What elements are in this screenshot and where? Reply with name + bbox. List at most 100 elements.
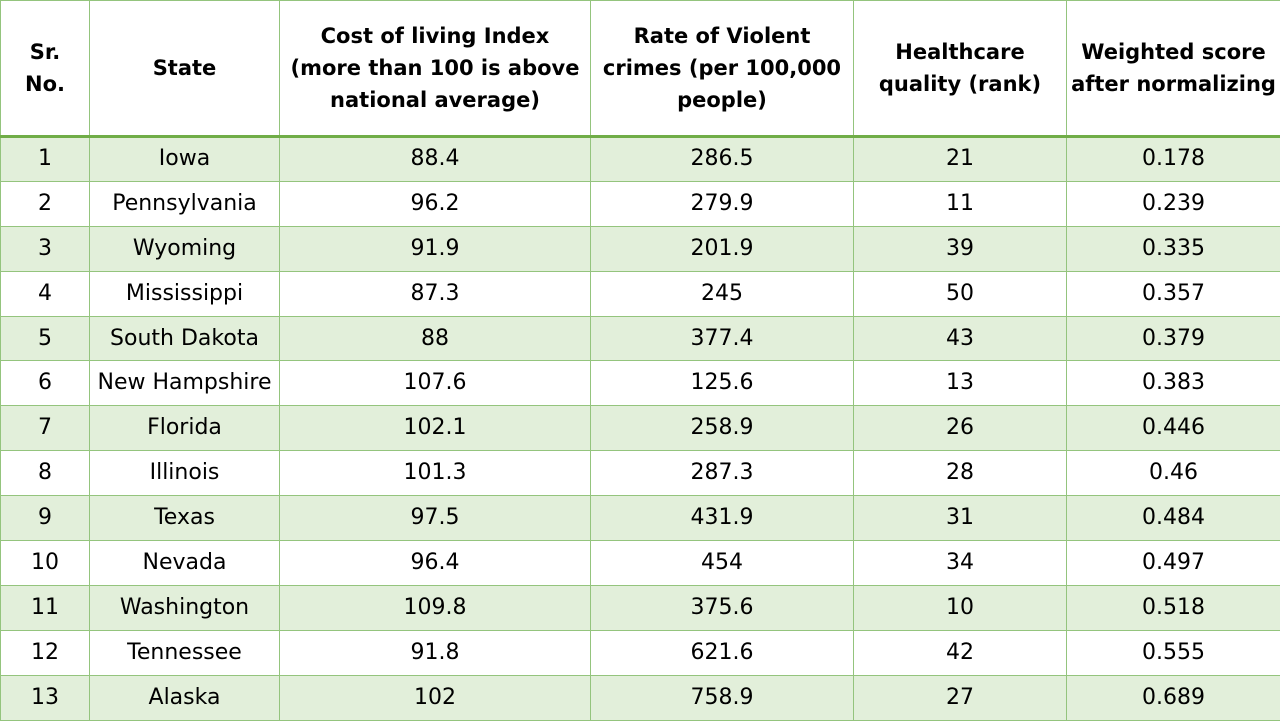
cell-cost-of-living: 102 (280, 675, 591, 720)
header-sr-no: Sr. No. (1, 1, 90, 137)
header-weighted-score: Weighted score after normalizing (1067, 1, 1280, 137)
cell-sr-no: 7 (1, 406, 90, 451)
cell-violent-crimes: 286.5 (591, 137, 854, 182)
cell-violent-crimes: 201.9 (591, 226, 854, 271)
cell-sr-no: 6 (1, 361, 90, 406)
cell-state: Washington (90, 585, 280, 630)
header-cost-of-living: Cost of living Index (more than 100 is a… (280, 1, 591, 137)
cell-state: Nevada (90, 541, 280, 586)
header-sr-no-text: Sr. No. (15, 36, 75, 100)
cell-violent-crimes: 258.9 (591, 406, 854, 451)
cell-violent-crimes: 758.9 (591, 675, 854, 720)
cell-healthcare-rank: 43 (854, 316, 1067, 361)
header-cost-of-living-text: Cost of living Index (more than 100 is a… (290, 20, 580, 116)
table-row: 6 New Hampshire 107.6 125.6 13 0.383 (1, 361, 1280, 406)
cell-sr-no: 1 (1, 137, 90, 182)
cell-cost-of-living: 96.4 (280, 541, 591, 586)
cell-sr-no: 10 (1, 541, 90, 586)
table-header: Sr. No. State Cost of living Index (more… (1, 1, 1280, 137)
table-row: 8 Illinois 101.3 287.3 28 0.46 (1, 451, 1280, 496)
cell-cost-of-living: 91.9 (280, 226, 591, 271)
cell-cost-of-living: 87.3 (280, 271, 591, 316)
cell-state: Tennessee (90, 630, 280, 675)
table-row: 5 South Dakota 88 377.4 43 0.379 (1, 316, 1280, 361)
cell-sr-no: 3 (1, 226, 90, 271)
cell-violent-crimes: 245 (591, 271, 854, 316)
table-row: 10 Nevada 96.4 454 34 0.497 (1, 541, 1280, 586)
cell-weighted-score: 0.178 (1067, 137, 1280, 182)
cell-cost-of-living: 102.1 (280, 406, 591, 451)
cell-state: Illinois (90, 451, 280, 496)
cell-healthcare-rank: 34 (854, 541, 1067, 586)
cell-healthcare-rank: 42 (854, 630, 1067, 675)
header-state: State (90, 1, 280, 137)
cell-healthcare-rank: 31 (854, 496, 1067, 541)
cell-healthcare-rank: 39 (854, 226, 1067, 271)
cell-sr-no: 8 (1, 451, 90, 496)
cell-violent-crimes: 454 (591, 541, 854, 586)
cell-state: Pennsylvania (90, 181, 280, 226)
cell-weighted-score: 0.46 (1067, 451, 1280, 496)
cell-violent-crimes: 431.9 (591, 496, 854, 541)
cell-cost-of-living: 101.3 (280, 451, 591, 496)
cell-sr-no: 11 (1, 585, 90, 630)
cell-sr-no: 2 (1, 181, 90, 226)
cell-sr-no: 13 (1, 675, 90, 720)
cell-weighted-score: 0.497 (1067, 541, 1280, 586)
table-row: 11 Washington 109.8 375.6 10 0.518 (1, 585, 1280, 630)
cell-weighted-score: 0.689 (1067, 675, 1280, 720)
table-row: 9 Texas 97.5 431.9 31 0.484 (1, 496, 1280, 541)
cell-state: Texas (90, 496, 280, 541)
cell-weighted-score: 0.555 (1067, 630, 1280, 675)
cell-healthcare-rank: 28 (854, 451, 1067, 496)
cell-weighted-score: 0.518 (1067, 585, 1280, 630)
cell-healthcare-rank: 11 (854, 181, 1067, 226)
cell-violent-crimes: 279.9 (591, 181, 854, 226)
cell-cost-of-living: 96.2 (280, 181, 591, 226)
cell-cost-of-living: 88.4 (280, 137, 591, 182)
cell-weighted-score: 0.239 (1067, 181, 1280, 226)
cell-healthcare-rank: 21 (854, 137, 1067, 182)
cell-violent-crimes: 287.3 (591, 451, 854, 496)
cell-cost-of-living: 97.5 (280, 496, 591, 541)
table-row: 4 Mississippi 87.3 245 50 0.357 (1, 271, 1280, 316)
cell-cost-of-living: 109.8 (280, 585, 591, 630)
cell-sr-no: 4 (1, 271, 90, 316)
header-state-text: State (153, 52, 217, 84)
cell-sr-no: 12 (1, 630, 90, 675)
cell-state: Alaska (90, 675, 280, 720)
cell-violent-crimes: 377.4 (591, 316, 854, 361)
cell-state: Florida (90, 406, 280, 451)
header-healthcare-quality-text: Healthcare quality (rank) (858, 36, 1063, 100)
cell-state: New Hampshire (90, 361, 280, 406)
header-healthcare-quality: Healthcare quality (rank) (854, 1, 1067, 137)
cell-sr-no: 5 (1, 316, 90, 361)
cell-violent-crimes: 621.6 (591, 630, 854, 675)
header-violent-crimes-text: Rate of Violent crimes (per 100,000 peop… (597, 20, 847, 116)
table-row: 3 Wyoming 91.9 201.9 39 0.335 (1, 226, 1280, 271)
table-row: 2 Pennsylvania 96.2 279.9 11 0.239 (1, 181, 1280, 226)
cell-violent-crimes: 125.6 (591, 361, 854, 406)
cell-healthcare-rank: 26 (854, 406, 1067, 451)
cell-weighted-score: 0.446 (1067, 406, 1280, 451)
cell-healthcare-rank: 50 (854, 271, 1067, 316)
cell-healthcare-rank: 27 (854, 675, 1067, 720)
table-row: 13 Alaska 102 758.9 27 0.689 (1, 675, 1280, 720)
cell-weighted-score: 0.484 (1067, 496, 1280, 541)
cell-state: Mississippi (90, 271, 280, 316)
cell-state: South Dakota (90, 316, 280, 361)
table-row: 12 Tennessee 91.8 621.6 42 0.555 (1, 630, 1280, 675)
cell-healthcare-rank: 10 (854, 585, 1067, 630)
cell-weighted-score: 0.379 (1067, 316, 1280, 361)
cell-violent-crimes: 375.6 (591, 585, 854, 630)
cell-state: Iowa (90, 137, 280, 182)
cell-weighted-score: 0.383 (1067, 361, 1280, 406)
cell-state: Wyoming (90, 226, 280, 271)
header-weighted-score-text: Weighted score after normalizing (1071, 36, 1276, 100)
table-row: 1 Iowa 88.4 286.5 21 0.178 (1, 137, 1280, 182)
header-row: Sr. No. State Cost of living Index (more… (1, 1, 1280, 137)
cell-weighted-score: 0.357 (1067, 271, 1280, 316)
cell-cost-of-living: 107.6 (280, 361, 591, 406)
